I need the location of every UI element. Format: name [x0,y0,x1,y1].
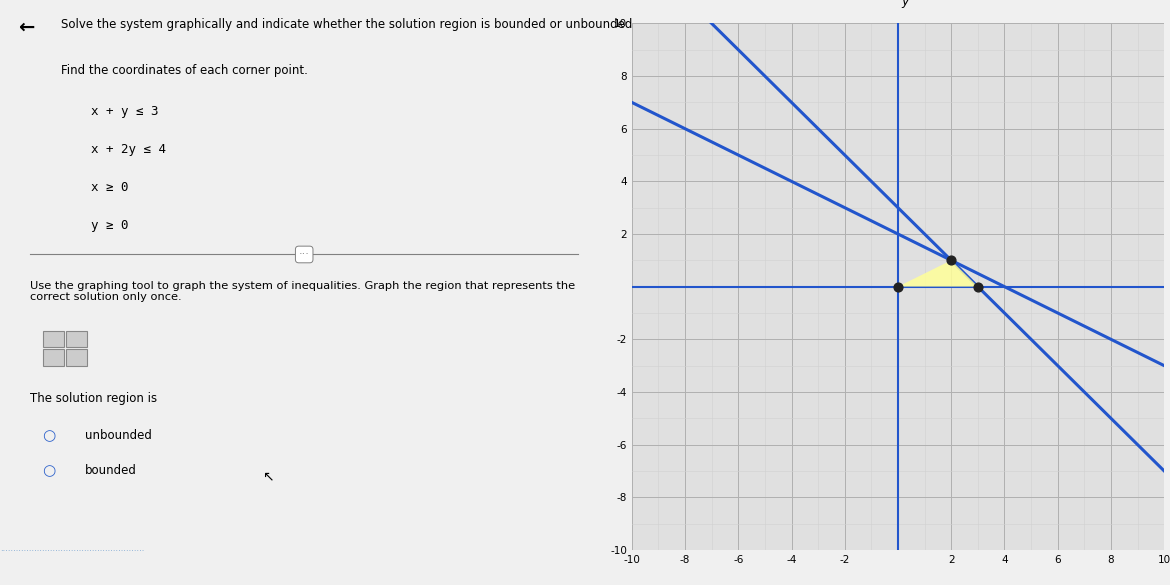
Text: Find the coordinates of each corner point.: Find the coordinates of each corner poin… [61,64,308,77]
Point [969,282,987,291]
Bar [42,349,64,366]
Text: Use the graphing tool to graph the system of inequalities. Graph the region that: Use the graphing tool to graph the syste… [30,281,576,302]
Text: y: y [901,0,908,8]
Text: unbounded: unbounded [85,429,152,442]
Text: ···: ··· [298,249,310,260]
Point [889,282,908,291]
Text: ○: ○ [42,428,56,443]
Text: ○: ○ [42,463,56,479]
Bar [42,331,64,347]
Text: y ≥ 0: y ≥ 0 [91,219,129,232]
Polygon shape [899,260,978,287]
Point [942,256,961,265]
Text: bounded: bounded [85,464,137,477]
Text: ·······················································: ········································… [0,547,144,556]
Bar [66,331,87,347]
Text: Solve the system graphically and indicate whether the solution region is bounded: Solve the system graphically and indicat… [61,18,636,30]
Text: ↖: ↖ [262,470,274,484]
Text: The solution region is: The solution region is [30,392,158,405]
Text: ←: ← [19,18,35,36]
Text: x + y ≤ 3: x + y ≤ 3 [91,105,159,118]
Bar [66,349,87,366]
Text: x + 2y ≤ 4: x + 2y ≤ 4 [91,143,166,156]
Text: x ≥ 0: x ≥ 0 [91,181,129,194]
